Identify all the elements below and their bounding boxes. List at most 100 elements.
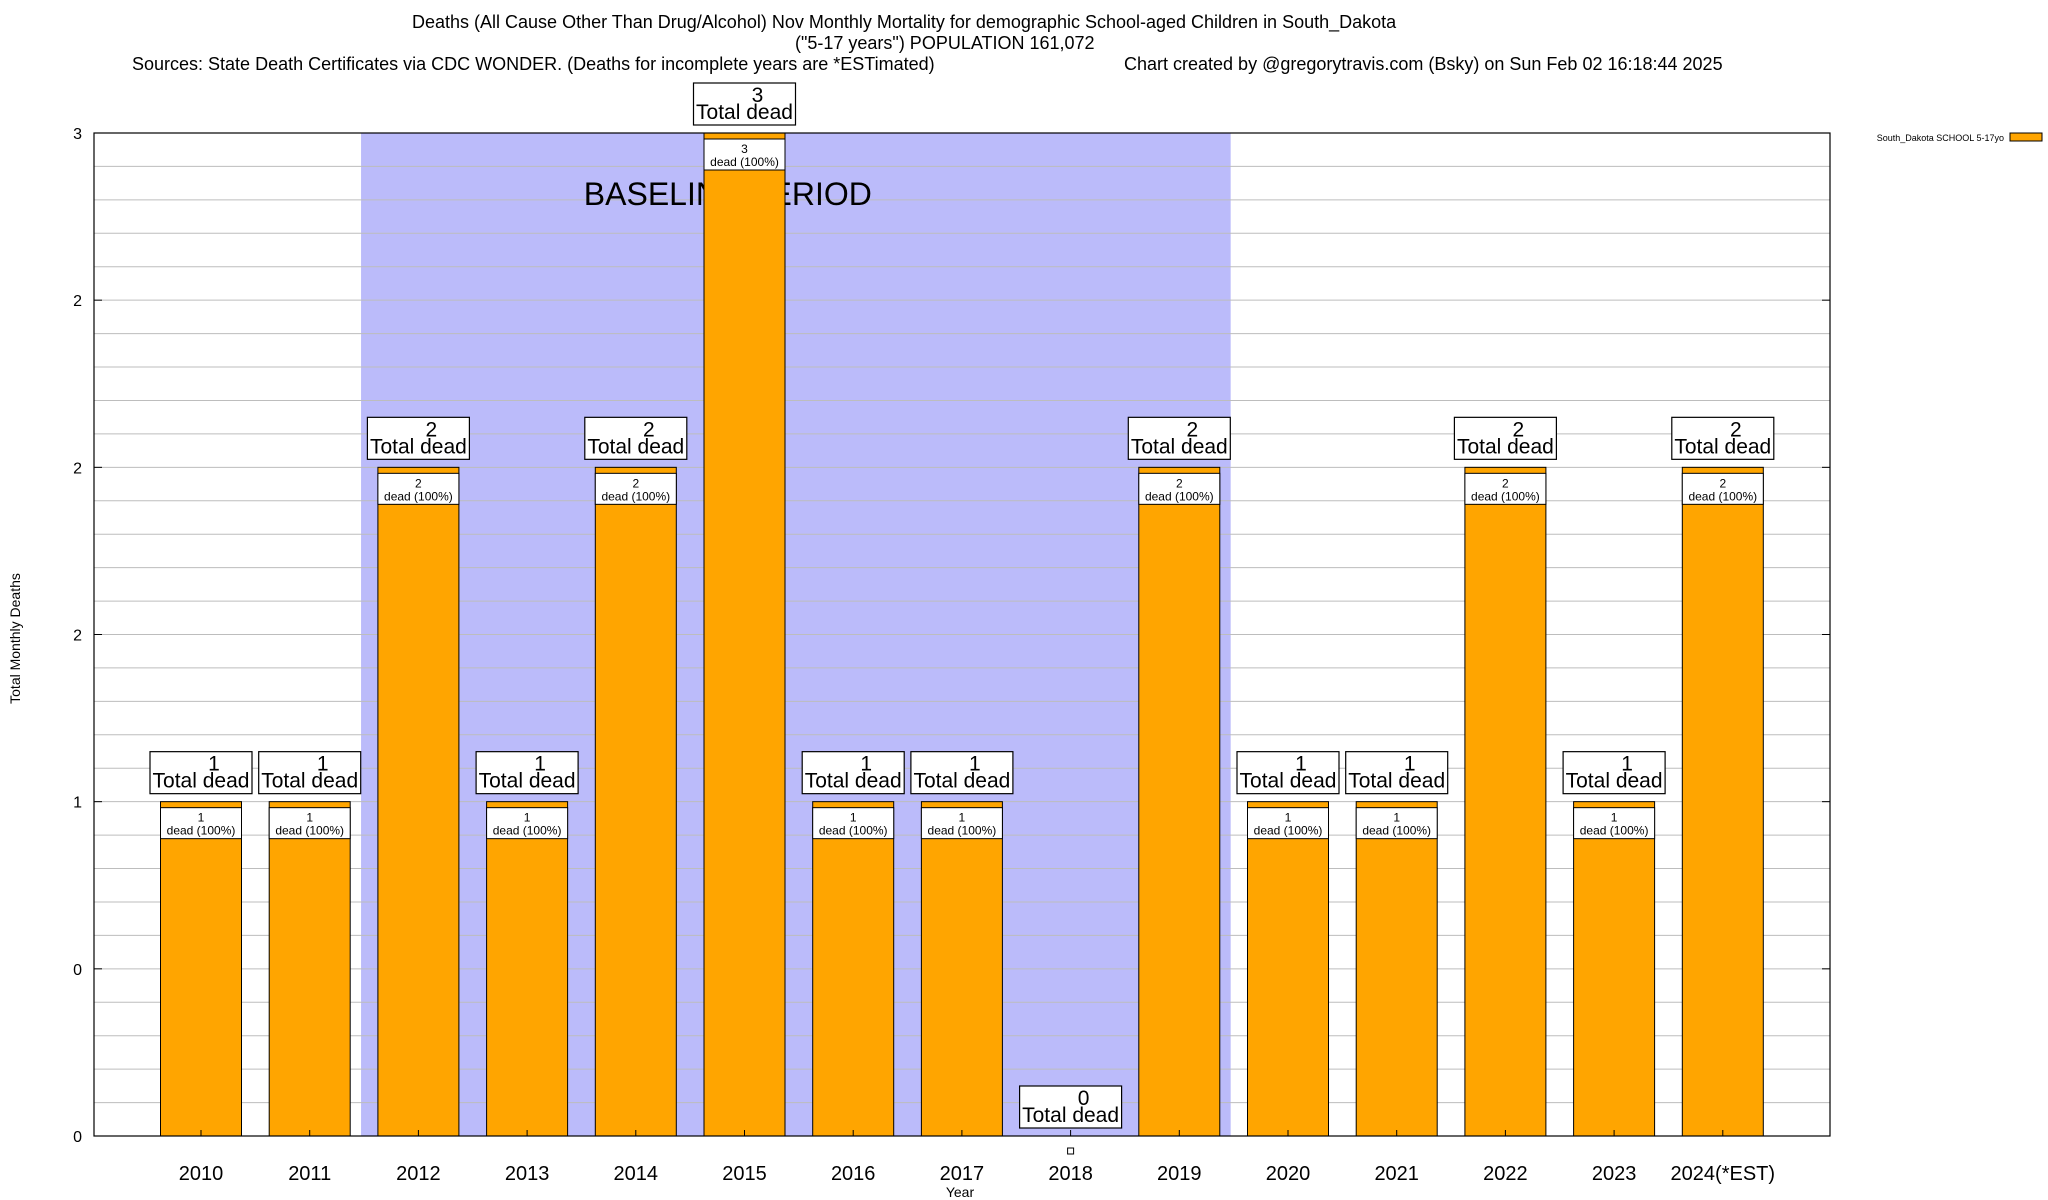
total-label-value: 2 — [1513, 418, 1525, 441]
total-label-text: Total dead — [696, 101, 793, 124]
total-label-value: 2 — [1730, 418, 1742, 441]
y-tick-label: 2 — [73, 460, 82, 477]
bar — [920, 801, 1003, 1137]
chart-title-line2: ("5-17 years") POPULATION 161,072 — [795, 33, 1095, 53]
bar-inner-label-box — [594, 472, 677, 505]
total-label-text: Total dead — [479, 770, 576, 793]
bar-inner-label-box — [1247, 807, 1329, 840]
chart-credit: Chart created by @gregorytravis.com (Bsk… — [1124, 54, 1723, 74]
bar-inner-count: 2 — [1719, 476, 1726, 490]
bar-inner-percent: dead (100%) — [710, 155, 779, 169]
y-axis-label: Total Monthly Deaths — [7, 573, 23, 704]
total-label-text: Total dead — [913, 770, 1010, 793]
total-label-box — [1018, 1085, 1123, 1129]
x-tick-label: 2017 — [940, 1163, 985, 1185]
bar — [160, 801, 242, 1137]
total-label-text: Total dead — [1348, 770, 1445, 793]
legend-swatch — [2009, 132, 2043, 142]
bar-inner-percent: dead (100%) — [1471, 489, 1540, 503]
bar — [1573, 801, 1656, 1137]
bar-inner-label-box — [1573, 807, 1656, 840]
x-tick-label: 2012 — [396, 1163, 441, 1185]
total-label-value: 1 — [969, 753, 981, 776]
total-label-value: 2 — [426, 418, 438, 441]
y-tick-label: 0 — [73, 962, 82, 979]
bar-inner-percent: dead (100%) — [275, 824, 344, 838]
bar-inner-count: 1 — [1285, 811, 1292, 825]
bar-inner-label-box — [1681, 472, 1764, 505]
bar-inner-count: 1 — [959, 811, 966, 825]
bar-inner-label-box — [1464, 472, 1547, 505]
total-label-value: 1 — [208, 753, 220, 776]
zero-marker — [1067, 1147, 1075, 1155]
total-label-box — [258, 751, 362, 795]
bar — [377, 466, 460, 1137]
x-tick-label: 2020 — [1266, 1163, 1311, 1185]
total-label-value: 1 — [1295, 753, 1307, 776]
total-label-text: Total dead — [1457, 435, 1554, 458]
y-tick-label: 0 — [73, 1129, 82, 1146]
total-label-box — [801, 751, 905, 795]
legend-label: South_Dakota SCHOOL 5-17yo — [1877, 133, 2004, 143]
bar — [812, 801, 895, 1137]
bar-inner-count: 1 — [1611, 811, 1618, 825]
bar-inner-label-box — [1355, 807, 1438, 840]
x-tick-label: 2010 — [179, 1163, 224, 1185]
total-label-text: Total dead — [1674, 435, 1771, 458]
bar-inner-percent: dead (100%) — [1145, 489, 1214, 503]
total-label-value: 0 — [1078, 1087, 1090, 1110]
x-tick-label: 2016 — [831, 1163, 876, 1185]
x-tick-label: 2022 — [1483, 1163, 1528, 1185]
x-tick-label: 2023 — [1592, 1163, 1637, 1185]
total-label-box — [149, 751, 253, 795]
x-tick-label: 2014 — [614, 1163, 659, 1185]
bar-inner-count: 2 — [632, 476, 639, 490]
bar — [268, 801, 351, 1137]
bar — [1247, 801, 1329, 1137]
total-label-text: Total dead — [153, 770, 250, 793]
bar-inner-count: 1 — [850, 811, 857, 825]
bar — [1464, 466, 1547, 1137]
total-label-value: 1 — [534, 753, 546, 776]
total-label-text: Total dead — [587, 435, 684, 458]
total-label-box — [475, 751, 579, 795]
bar-inner-label-box — [703, 138, 786, 171]
bar-inner-percent: dead (100%) — [1254, 824, 1323, 838]
total-label-text: Total dead — [261, 770, 358, 793]
bar-inner-percent: dead (100%) — [167, 824, 236, 838]
total-label-box — [1127, 416, 1231, 460]
chart-sources: Sources: State Death Certificates via CD… — [132, 54, 935, 74]
y-tick-label: 3 — [73, 126, 82, 143]
x-tick-label: 2018 — [1048, 1163, 1093, 1185]
y-tick-label: 2 — [73, 293, 82, 310]
bar-inner-label-box — [920, 807, 1003, 840]
y-tick-label: 2 — [73, 628, 82, 645]
bar — [1355, 801, 1438, 1137]
total-label-value: 2 — [643, 418, 655, 441]
bar-inner-count: 2 — [1502, 476, 1509, 490]
total-label-text: Total dead — [1131, 435, 1228, 458]
total-label-box — [1671, 416, 1775, 460]
bar-inner-percent: dead (100%) — [928, 824, 997, 838]
bar-inner-count: 2 — [1176, 476, 1183, 490]
x-tick-label: 2015 — [722, 1163, 767, 1185]
total-label-text: Total dead — [1566, 770, 1663, 793]
total-label-box — [1562, 751, 1666, 795]
bar-inner-percent: dead (100%) — [1362, 824, 1431, 838]
bar-inner-count: 1 — [198, 811, 205, 825]
total-label-text: Total dead — [1022, 1104, 1119, 1127]
y-tick-label: 1 — [73, 795, 82, 812]
total-label-box — [1236, 751, 1340, 795]
bar-inner-label-box — [812, 807, 895, 840]
bar-inner-percent: dead (100%) — [601, 489, 670, 503]
x-axis-label: Year — [946, 1184, 975, 1200]
x-tick-label: 2024(*EST) — [1671, 1163, 1776, 1185]
bar-inner-label-box — [486, 807, 569, 840]
bar-inner-percent: dead (100%) — [1580, 824, 1649, 838]
bar-inner-count: 1 — [1393, 811, 1400, 825]
total-label-box — [692, 82, 797, 126]
bar-inner-percent: dead (100%) — [384, 489, 453, 503]
total-label-box — [584, 416, 688, 460]
bar-inner-percent: dead (100%) — [1688, 489, 1757, 503]
